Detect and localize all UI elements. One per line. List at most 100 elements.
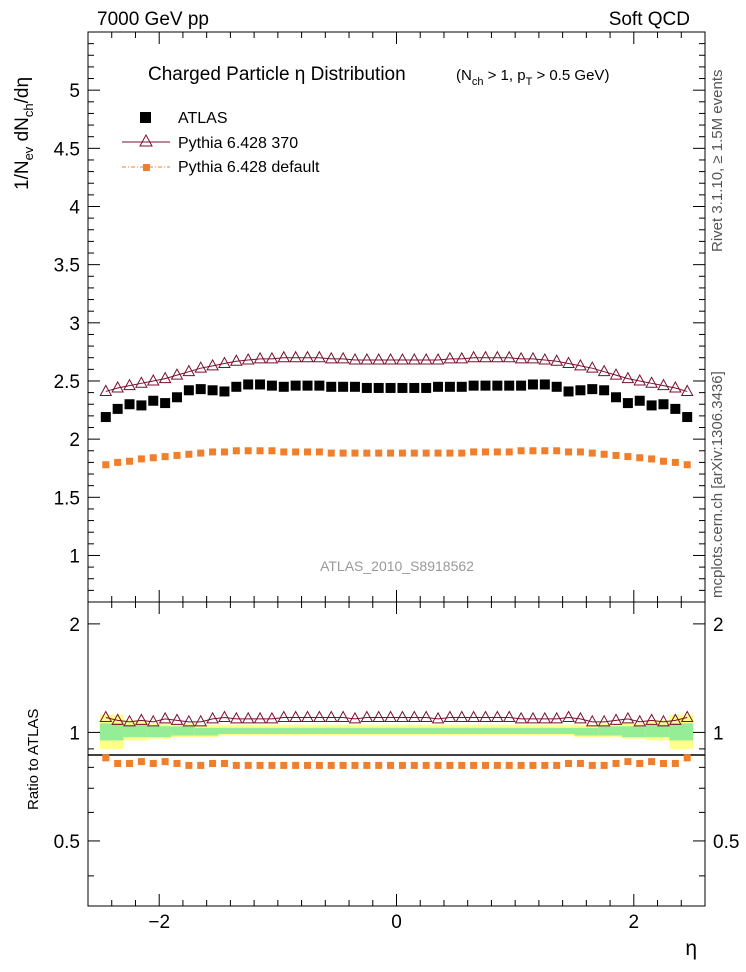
atlas-point [219,386,230,397]
pythia-default-point [102,461,110,469]
ratio-pythia-370-point [229,711,243,724]
atlas-point [670,403,681,414]
pythia-default-point [505,448,513,456]
ratio-pythia-default-point [220,759,228,767]
ratio-band-green-segment [194,727,219,736]
pythia-370-point [680,384,694,396]
ratio-band-green-segment [147,726,172,738]
legend: ATLAS Pythia 6.428 370 Pythia 6.428 defa… [122,110,320,176]
atlas-point [563,386,574,397]
ratio-pythia-default-point [422,761,430,769]
atlas-point [433,381,444,392]
pythia-370-point [170,368,184,380]
ratio-band-green-segment [598,726,622,736]
ratio-pythia-default-point [434,761,442,769]
atlas-point [658,399,669,410]
pythia-370-point [146,373,160,386]
ratio-pythia-default-point [588,761,596,769]
ratio-pythia-default-point [671,759,679,767]
ratio-y-tick-label: 0.5 [54,832,80,853]
ratio-pythia-default-point [387,761,395,769]
atlas-point [539,379,550,390]
ratio-pythia-default-point [481,761,489,769]
atlas-point [160,398,171,409]
ratio-pythia-370-point [585,714,599,727]
pythia-default-point [232,447,240,455]
ratio-pythia-370-point [348,711,362,724]
atlas-point [361,382,372,393]
atlas-point [480,380,491,391]
pythia-370-point [419,353,433,365]
ratio-pythia-370-point [550,711,564,724]
ratio-y-tick-label-right: 1 [713,723,724,744]
atlas-point [409,382,420,393]
ratio-pythia-370-point [170,713,184,725]
ratio-pythia-370-line [105,716,688,723]
atlas-point [468,380,479,391]
ratio-band-green-segment [669,723,694,741]
ratio-plot-frame [87,601,706,907]
x-tick-label: −2 [148,912,170,933]
ratio-pythia-370-point [657,714,670,727]
ratio-pythia-default-point [339,761,347,769]
pythia-default-point [149,454,157,462]
atlas-point [397,382,408,393]
ratio-pythia-370-point [360,710,374,722]
ratio-pythia-default-point [351,761,359,769]
main-y-tick-label: 1.5 [54,488,80,509]
ratio-pythia-370-point [538,711,552,724]
pythia-default-point [351,449,359,457]
atlas-point [124,399,135,410]
ratio-pythia-default-point [648,758,656,766]
main-y-tick-label: 4.5 [54,139,80,160]
atlas-point [100,412,111,423]
ratio-pythia-default-point [137,758,145,766]
pythia-default-point [363,449,371,457]
ratio-pythia-default-point [173,759,181,767]
ratio-pythia-default-point [149,759,157,767]
pythia-default-point [683,461,691,469]
atlas-point [326,381,337,392]
pythia-370-point [597,364,611,377]
pythia-default-point [185,450,193,458]
ratio-pythia-370-point [431,711,445,724]
ratio-pythia-default-point [114,759,122,767]
atlas-point [551,381,562,392]
ratio-pythia-370-point [514,711,528,724]
ratio-pythia-default-point [363,761,371,769]
ratio-pythia-370-point [206,711,219,724]
pythia-default-point [280,448,288,456]
atlas-point [207,385,218,396]
legend-marker-atlas [140,112,151,123]
pythia-370-point [301,350,314,363]
ratio-band-green-segment [574,727,599,736]
atlas-point [171,392,182,403]
ratio-pythia-default-point [683,754,691,762]
ratio-pythia-default-point [161,758,169,766]
pythia-370-point [289,350,302,363]
atlas-point [195,384,206,395]
atlas-point [682,412,693,423]
ratio-pythia-default-point [529,761,537,769]
ratio-pythia-370-point [597,714,611,727]
ratio-y-tick-label: 1 [69,723,80,744]
x-tick-label: 2 [629,912,640,933]
pythia-370-point [514,351,528,364]
pythia-370-point [324,351,338,364]
ratio-band-green-segment [218,727,575,734]
main-y-tick-label: 4 [69,197,80,218]
ratio-pythia-370-point [502,710,516,722]
ratio-pythia-370-point [241,711,255,724]
pythia-default-point [493,448,501,456]
atlas-point [290,380,301,391]
ratio-pythia-370-point [419,710,433,722]
legend-label-pythia-370: Pythia 6.428 370 [178,135,298,152]
pythia-370-point [229,354,243,366]
pythia-370-point [585,361,599,373]
energy-label: 7000 GeV pp [97,9,209,30]
main-y-tick-label: 3 [69,314,80,335]
ratio-y-axis-label: Ratio to ATLAS [25,709,42,810]
ratio-pythia-370-point [372,710,386,722]
pythia-default-point [126,457,134,465]
